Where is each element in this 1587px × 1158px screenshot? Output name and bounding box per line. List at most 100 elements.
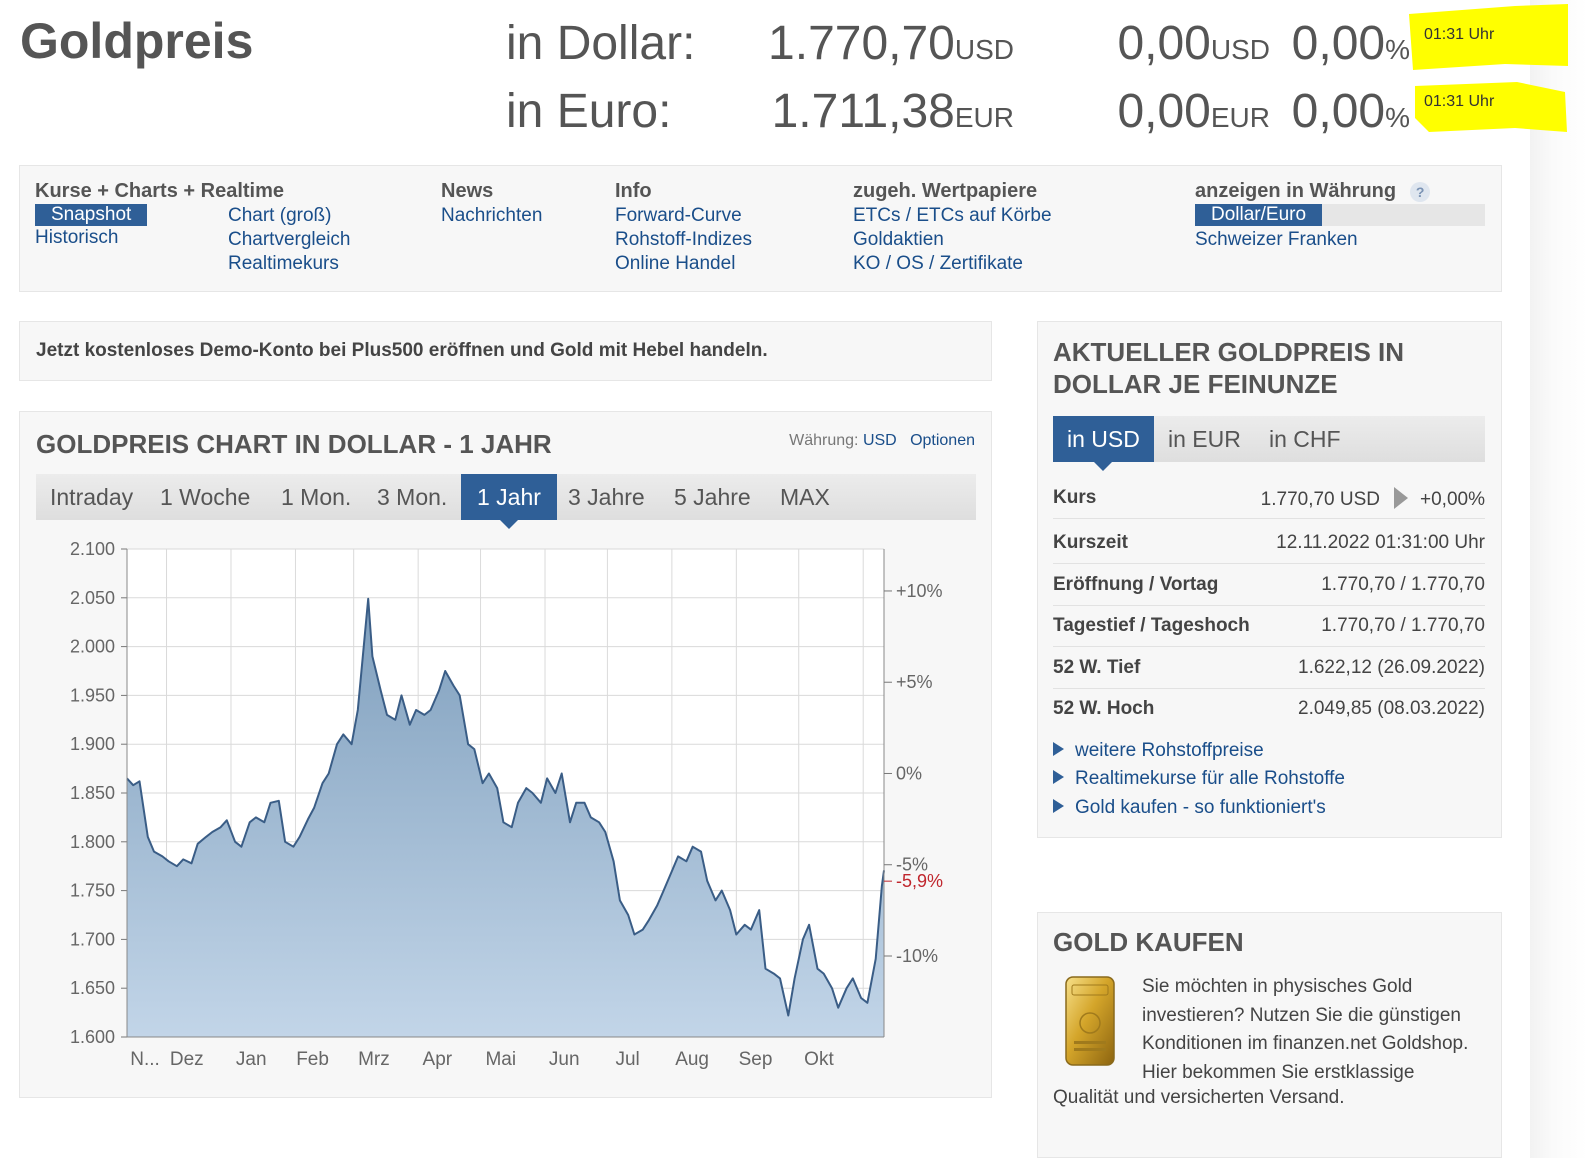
y-tick-label: 2.050: [70, 588, 115, 608]
nav-link-dollar-euro[interactable]: Dollar/Euro: [1195, 204, 1323, 226]
nav-link-goldaktien[interactable]: Goldaktien: [853, 229, 944, 250]
quote-row-kurs: Kurs 1.770,70 USD +0,00%: [1053, 477, 1485, 519]
x-tick-label: Jul: [615, 1049, 639, 1070]
navigation-panel: Kurse + Charts + Realtime Snapshot Histo…: [19, 165, 1502, 292]
nav-heading: Info: [615, 180, 652, 202]
gold-description: Sie möchten in physisches Gold investier…: [1142, 976, 1469, 1083]
right-tick-label: -10%: [896, 946, 938, 966]
x-tick-label: Mrz: [358, 1049, 390, 1070]
price-change: 0,00EUR: [1117, 85, 1270, 138]
nav-link-schweizer-franken[interactable]: Schweizer Franken: [1195, 229, 1358, 250]
y-tick-label: 1.800: [70, 832, 115, 852]
right-tick-label: +5%: [896, 672, 933, 692]
help-icon[interactable]: ?: [1410, 181, 1431, 202]
row-value: 12.11.2022 01:31:00 Uhr: [1276, 532, 1485, 553]
quote-row-tagestief: Tagestief / Tageshoch 1.770,70 / 1.770,7…: [1053, 605, 1485, 647]
timeframe-tabs: Intraday 1 Woche 1 Mon. 3 Mon. 1 Jahr 3 …: [36, 474, 976, 529]
row-value: 1.770,70 / 1.770,70: [1321, 574, 1485, 595]
page-title: Goldpreis: [20, 13, 254, 69]
y-tick-label: 1.650: [70, 978, 115, 998]
price-label: in Dollar:: [506, 17, 696, 70]
nav-heading: News: [441, 180, 494, 202]
tab-in-usd[interactable]: in USD: [1053, 416, 1154, 471]
row-label: Eröffnung / Vortag: [1053, 574, 1219, 595]
gold-description-cont: Qualität und versicherten Versand.: [1053, 1087, 1345, 1108]
link-weitere-rohstoffpreise[interactable]: weitere Rohstoffpreise: [1053, 740, 1264, 762]
row-label: Tagestief / Tageshoch: [1053, 615, 1250, 636]
tab-1-mon[interactable]: 1 Mon.: [281, 484, 352, 510]
currency-toggle-bar: Dollar/Euro: [1195, 204, 1485, 226]
y-tick-label: 1.700: [70, 929, 115, 949]
currency-tabs: in USD in EUR in CHF: [1053, 416, 1485, 471]
y-tick-label: 1.600: [70, 1027, 115, 1047]
nav-group-kurse: Kurse + Charts + Realtime Snapshot Histo…: [35, 180, 284, 250]
tab-3-jahre[interactable]: 3 Jahre: [568, 484, 645, 510]
nav-group-waehrung: anzeigen in Währung? Dollar/Euro Schweiz…: [1195, 180, 1485, 252]
row-value: 1.770,70 USD +0,00%: [1260, 487, 1485, 510]
tab-max[interactable]: MAX: [780, 484, 830, 510]
nav-link-zertifikate[interactable]: KO / OS / Zertifikate: [853, 253, 1023, 274]
arrow-icon: [1053, 770, 1064, 784]
scrollbar-track[interactable]: [1530, 0, 1587, 1158]
row-label: 52 W. Tief: [1053, 657, 1141, 678]
nav-group-info: Info Forward-Curve Rohstoff-Indizes Onli…: [615, 180, 752, 276]
x-tick-label: Jun: [549, 1049, 580, 1070]
time-label: 01:31 Uhr: [1424, 93, 1495, 110]
tab-5-jahre[interactable]: 5 Jahre: [674, 484, 751, 510]
nav-link-etcs[interactable]: ETCs / ETCs auf Körbe: [853, 205, 1052, 226]
tab-in-eur[interactable]: in EUR: [1168, 426, 1241, 452]
options-link[interactable]: Optionen: [910, 432, 975, 449]
tab-1-jahr[interactable]: 1 Jahr: [461, 474, 557, 529]
nav-link-online-handel[interactable]: Online Handel: [615, 253, 736, 274]
x-tick-label: Jan: [236, 1049, 267, 1070]
quote-info-panel: AKTUELLER GOLDPREIS IN DOLLAR JE FEINUNZ…: [1037, 321, 1502, 838]
nav-link-snapshot[interactable]: Snapshot: [35, 204, 148, 226]
y-tick-label: 1.900: [70, 734, 115, 754]
arrow-icon: [1053, 799, 1064, 813]
nav-link-historisch[interactable]: Historisch: [35, 227, 119, 248]
quote-row-eroeffnung: Eröffnung / Vortag 1.770,70 / 1.770,70: [1053, 564, 1485, 606]
tab-intraday[interactable]: Intraday: [50, 484, 134, 510]
x-tick-label: Dez: [170, 1049, 204, 1070]
tab-1-woche[interactable]: 1 Woche: [160, 484, 251, 510]
right-tick-label: 0%: [896, 763, 922, 783]
quote-row-52w-hoch: 52 W. Hoch 2.049,85 (08.03.2022): [1053, 688, 1485, 730]
info-title: AKTUELLER GOLDPREIS IN DOLLAR JE FEINUNZ…: [1053, 337, 1405, 399]
tab-in-chf[interactable]: in CHF: [1269, 426, 1341, 452]
link-gold-kaufen[interactable]: Gold kaufen - so funktioniert's: [1053, 797, 1326, 819]
nav-group-wertpapiere: zugeh. Wertpapiere ETCs / ETCs auf Körbe…: [853, 180, 1052, 276]
row-label: Kurszeit: [1053, 532, 1128, 553]
gold-bar-icon[interactable]: [1064, 975, 1116, 1067]
y-tick-label: 2.000: [70, 637, 115, 657]
promo-banner[interactable]: Jetzt kostenloses Demo-Konto bei Plus500…: [19, 321, 992, 381]
arrow-icon: [1053, 742, 1064, 756]
y-tick-label: 1.950: [70, 685, 115, 705]
currency-select[interactable]: USD: [862, 432, 897, 449]
price-line: [126, 597, 885, 1017]
chart-options: Währung: USD Optionen: [789, 432, 975, 450]
gold-title: GOLD KAUFEN: [1053, 927, 1244, 957]
price-chart[interactable]: 2.100 2.050 2.000 1.950 1.900 1.850 1.800 1.750…: [20, 412, 993, 1099]
nav-heading: anzeigen in Währung?: [1195, 180, 1485, 204]
row-value: 1.770,70 / 1.770,70: [1321, 615, 1485, 636]
row-value: 1.622,12 (26.09.2022): [1298, 657, 1485, 678]
quote-row-kurszeit: Kurszeit 12.11.2022 01:31:00 Uhr: [1053, 522, 1485, 564]
nav-link-rohstoff-indizes[interactable]: Rohstoff-Indizes: [615, 229, 752, 250]
row-label: 52 W. Hoch: [1053, 698, 1155, 719]
nav-link-realtimekurs[interactable]: Realtimekurs: [228, 253, 339, 274]
nav-link-forward-curve[interactable]: Forward-Curve: [615, 205, 742, 226]
price-change-percent: 0,00%: [1291, 85, 1410, 138]
nav-group-news: News Nachrichten: [441, 180, 542, 228]
nav-link-chartvergleich[interactable]: Chartvergleich: [228, 229, 351, 250]
x-tick-label: N...: [130, 1049, 160, 1070]
promo-text[interactable]: Jetzt kostenloses Demo-Konto bei Plus500…: [36, 340, 768, 361]
price-value: 1.770,70USD: [768, 17, 1014, 70]
nav-link-chart-gross[interactable]: Chart (groß): [228, 205, 332, 226]
x-tick-label: Sep: [739, 1049, 773, 1070]
link-realtimekurse[interactable]: Realtimekurse für alle Rohstoffe: [1053, 768, 1345, 790]
nav-link-nachrichten[interactable]: Nachrichten: [441, 205, 543, 226]
quote-row-52w-tief: 52 W. Tief 1.622,12 (26.09.2022): [1053, 647, 1485, 689]
tab-3-mon[interactable]: 3 Mon.: [377, 484, 448, 510]
x-tick-label: Feb: [296, 1049, 329, 1070]
price-label: in Euro:: [506, 85, 672, 138]
